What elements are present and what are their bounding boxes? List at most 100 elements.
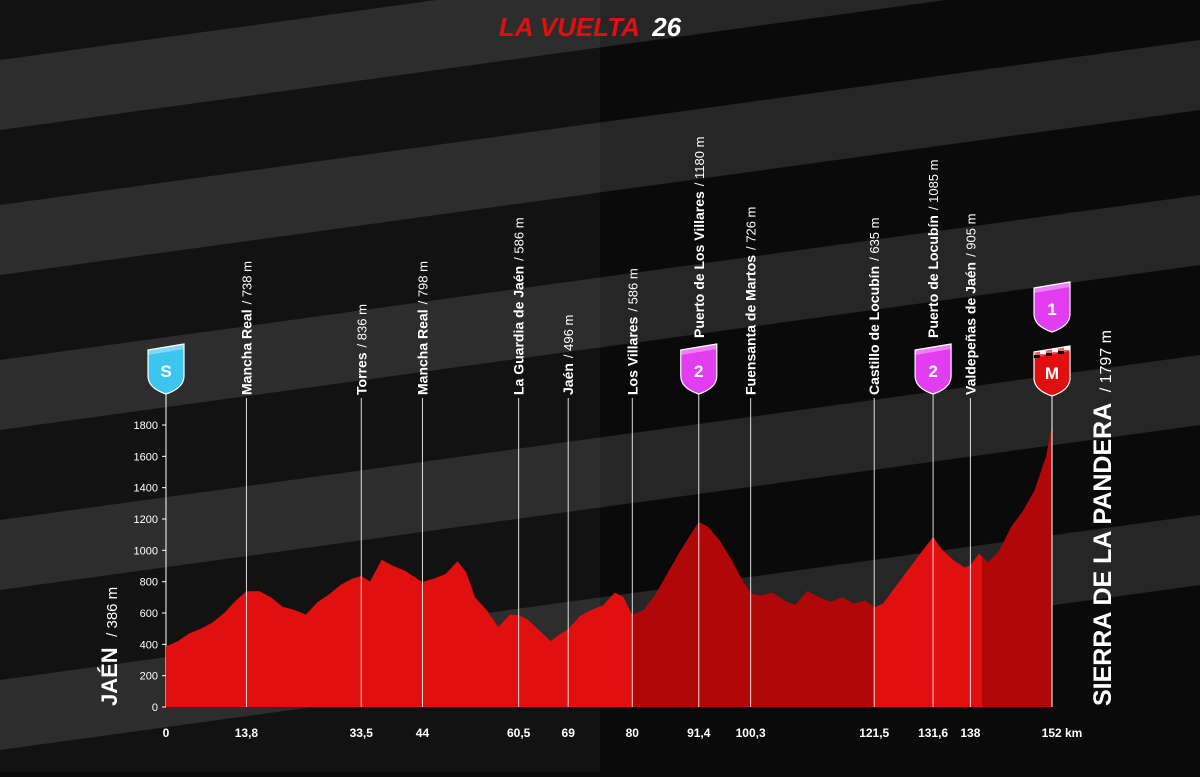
finish-flag-icon-label: M [1045, 364, 1059, 383]
waypoint-label: Mancha Real / 738 m [238, 261, 254, 395]
waypoint-text: Mancha Real / 738 m [238, 261, 254, 395]
waypoint-text: Jaén / 496 m [560, 315, 576, 395]
kom-badge-icon-flag-band [680, 344, 717, 355]
waypoint-text: Puerto de Locubín / 1085 m [925, 160, 941, 338]
waypoint-text: Torres / 836 m [353, 304, 369, 395]
waypoint-name: Mancha Real [414, 309, 430, 395]
header-title: LA VUELTA 26 [499, 12, 682, 42]
checker-square [1064, 347, 1070, 350]
waypoint-label: Puerto de Los Villares / 1180 m [691, 137, 707, 338]
waypoint-text: Fuensanta de Martos / 726 m [743, 207, 759, 395]
waypoint-text: Valdepeñas de Jaén / 905 m [962, 214, 978, 395]
background-stripe [0, 195, 1200, 430]
waypoint-altitude: / 738 m [239, 261, 254, 304]
x-tick-label: 121,5 [859, 726, 889, 740]
y-tick-label: 400 [140, 639, 158, 651]
x-tick-label: 13,8 [235, 726, 259, 740]
kom-badge-icon: 2 [680, 343, 718, 395]
waypoint-name: Valdepeñas de Jaén [962, 262, 978, 395]
background-stripe [0, 0, 946, 130]
svg-text:SIERRA DE LA PANDERA /: SIERRA DE LA PANDERA / 1797 m [1089, 330, 1117, 706]
kom-badge-icon-flag-band [915, 344, 952, 355]
waypoint-label: Los Villares / 586 m [624, 268, 640, 395]
x-tick-label: 69 [562, 726, 576, 740]
waypoint-altitude: / 726 m [744, 207, 759, 250]
x-tick-label: 152 km [1042, 726, 1083, 740]
waypoint-name: Mancha Real [238, 309, 254, 395]
waypoint-name: Torres [353, 352, 369, 395]
waypoint-altitude: / 905 m [963, 214, 978, 257]
finish-name: SIERRA DE LA PANDERA [1089, 403, 1117, 706]
x-axis: 0 13,8 33,5 44 60,5 69 80 91,4 100,3 121,5 131,6 13… [163, 726, 1083, 740]
start-flag-icon: S [147, 343, 185, 395]
kom-badge-icon: 2 [914, 343, 952, 395]
waypoint-altitude: / 1180 m [692, 137, 707, 187]
waypoint-altitude: / 496 m [561, 315, 576, 358]
kom-badge-icon-shape [680, 343, 718, 395]
finish-flag-icon-shape [1033, 345, 1071, 397]
y-tick-label: 800 [140, 577, 158, 589]
waypoint-label: Torres / 836 m [353, 304, 369, 395]
y-tick-label: 1200 [134, 514, 158, 526]
waypoint-labels: Mancha Real / 738 m Torres / 836 m Mancha Re… [238, 137, 978, 395]
start-label: JAÉN / 386 m [97, 587, 122, 706]
x-tick-label: 131,6 [918, 726, 948, 740]
waypoint-text: Castillo de Locubín / 635 m [866, 218, 882, 395]
finish-flag-icon: M [1033, 345, 1071, 397]
x-tick-label: 100,3 [736, 726, 766, 740]
waypoint-text: La Guardia de Jaén / 586 m [511, 217, 527, 395]
finish-kom-badge-icon-flag-band [1034, 282, 1070, 293]
x-tick-label: 44 [416, 726, 430, 740]
x-tick-label: 60,5 [507, 726, 531, 740]
finish-altitude: / 1797 m [1098, 330, 1115, 392]
kom-badge-icon-label: 2 [694, 362, 703, 381]
x-tick-label: 91,4 [687, 726, 711, 740]
y-tick-label: 0 [152, 702, 158, 714]
finish-kom-badge-icon-label: 1 [1047, 300, 1056, 319]
waypoint-text: Los Villares / 586 m [624, 268, 640, 395]
finish-kom-badge-icon: 1 [1033, 281, 1071, 333]
category-badges: S 2 2 1 M [147, 281, 1071, 397]
start-altitude: / 386 m [104, 587, 121, 637]
y-tick-label: 1800 [134, 420, 158, 432]
waypoint-altitude: / 798 m [415, 261, 430, 304]
y-tick-label: 1400 [134, 483, 158, 495]
y-tick-label: 600 [140, 608, 158, 620]
waypoint-altitude: / 635 m [867, 218, 882, 261]
waypoint-name: Los Villares [624, 316, 640, 395]
start-flag-icon-label: S [160, 362, 171, 381]
waypoint-label: Castillo de Locubín / 635 m [866, 218, 882, 395]
start-flag-icon-flag-band [148, 344, 184, 355]
start-flag-icon-shape [147, 343, 185, 395]
checker-square [1052, 349, 1058, 352]
waypoint-label: La Guardia de Jaén / 586 m [511, 217, 527, 395]
kom-badge-icon-shape [914, 343, 952, 395]
waypoint-name: Fuensanta de Martos [743, 255, 759, 395]
waypoint-label: Puerto de Locubín / 1085 m [925, 160, 941, 338]
brand-name: LA VUELTA [499, 12, 639, 42]
start-name: JAÉN [97, 647, 122, 706]
x-tick-label: 0 [163, 726, 170, 740]
waypoint-altitude: / 836 m [354, 304, 369, 347]
checker-square [1040, 351, 1046, 354]
checker-square [1034, 355, 1040, 358]
y-tick-label: 200 [140, 671, 158, 683]
checker-square [1058, 351, 1064, 354]
svg-text:JAÉN / 386 m: JAÉN / 386 m [97, 587, 122, 706]
finish-kom-badge-icon-shape [1033, 281, 1071, 333]
waypoint-name: Puerto de Los Villares [691, 191, 707, 338]
checker-square [1046, 353, 1052, 356]
waypoint-name: Jaén [560, 363, 576, 395]
finish-label: SIERRA DE LA PANDERA / 1797 m [1089, 330, 1117, 706]
waypoint-label: Valdepeñas de Jaén / 905 m [962, 214, 978, 395]
x-tick-label: 138 [960, 726, 980, 740]
background-stripe [0, 355, 1200, 590]
x-tick-label: 80 [626, 726, 640, 740]
edition-number: 26 [651, 12, 681, 42]
waypoint-lines [165, 390, 1053, 707]
waypoint-name: La Guardia de Jaén [511, 266, 527, 395]
waypoint-altitude: / 1085 m [926, 160, 941, 211]
kom-badge-icon-label: 2 [928, 362, 937, 381]
